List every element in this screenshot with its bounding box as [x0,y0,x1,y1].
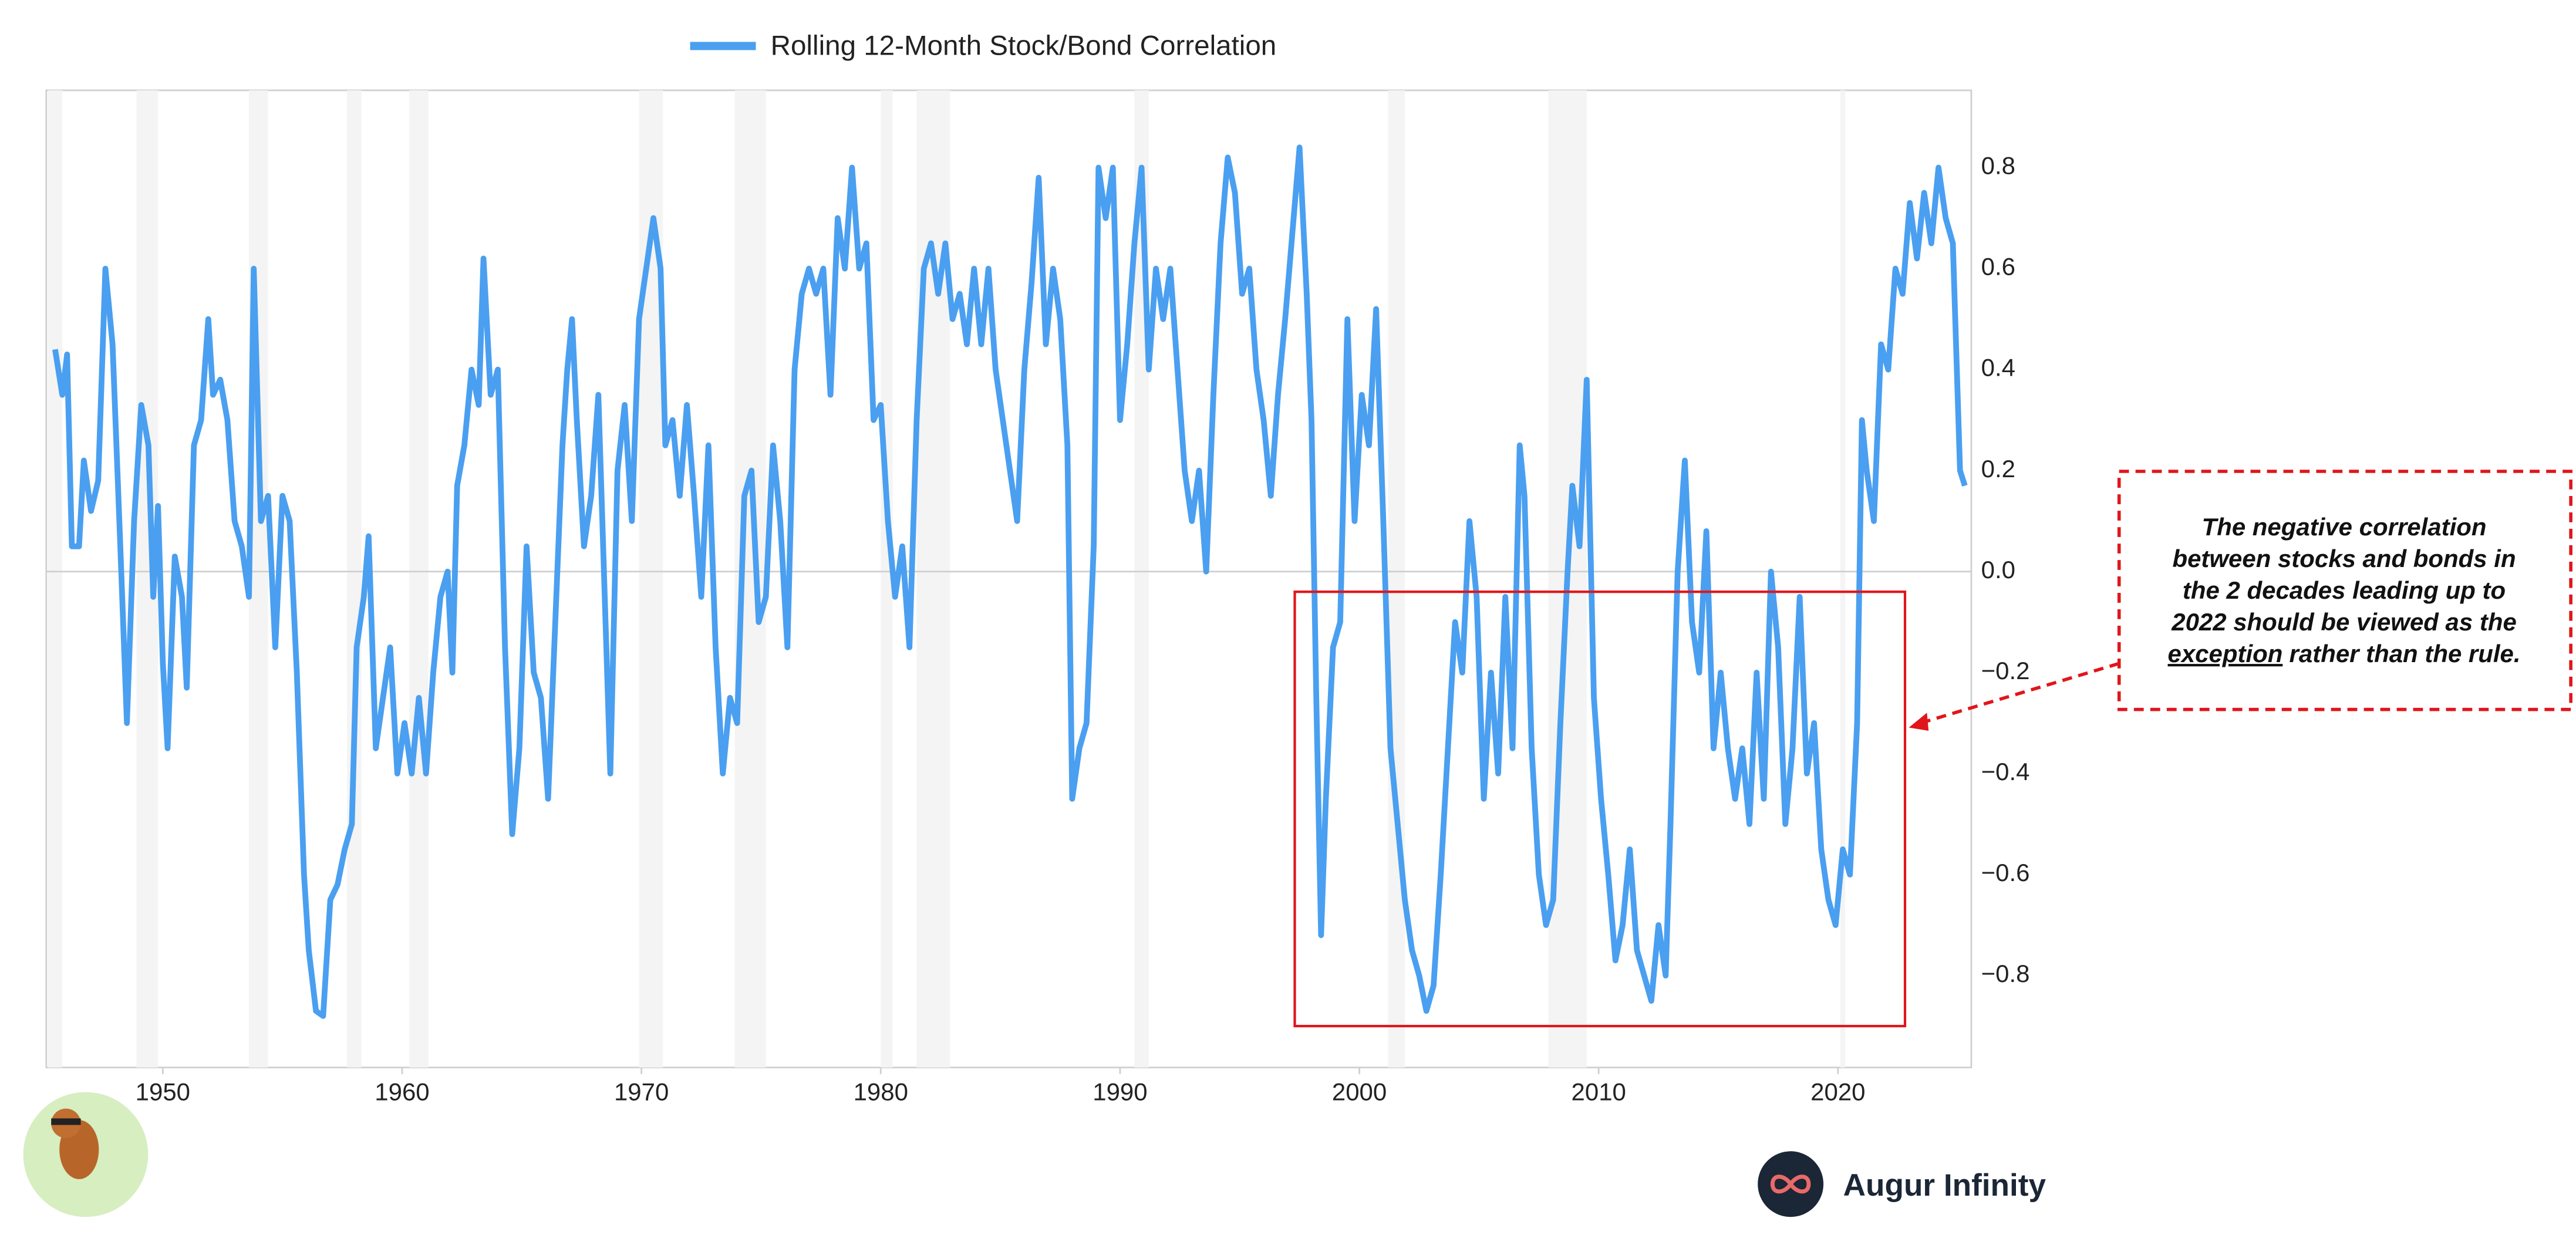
y-tick-label: −0.6 [1981,859,2030,886]
annotation-line: exception rather than the rule. [2168,640,2521,667]
shaded-period [881,90,893,1068]
annotation-arrow [1921,662,2120,724]
annotation-line: the 2 decades leading up to [2183,576,2506,604]
plot-frame [45,89,1973,1069]
annotation-box [2117,470,2572,711]
annotation: The negative correlation between stocks a… [2168,513,2521,667]
brand-infinity [1770,1175,1811,1194]
annotation-emphasis: exception [2168,640,2283,667]
x-tick-label: 2000 [1332,1078,1387,1105]
shaded-period [1840,90,1846,1068]
brand-name: Augur Infinity [1843,1168,2046,1203]
shaded-period [1388,90,1405,1068]
annotation-line: 2022 should be viewed as the [2171,608,2517,636]
y-tick-label: 0.8 [1981,152,2015,180]
labels: −0.8 −0.6 −0.4 −0.2 0.0 0.2 0.4 0.6 0.8 1950 1960 1… [136,152,2030,1106]
arrow-head [1909,713,1929,731]
x-tick-label: 1990 [1093,1078,1147,1105]
annotation-line: The negative correlation [2202,513,2487,541]
shaded-period [249,90,268,1068]
x-tick-label: 1950 [136,1078,190,1105]
y-tick-label: −0.4 [1981,758,2030,785]
annotation-line: between stocks and bonds in [2172,545,2516,572]
highlight-box [1293,590,1907,1028]
x-tick-label: 2020 [1810,1078,1865,1105]
y-tick-label: 0.0 [1981,556,2015,583]
shaded-periods [48,90,1846,1068]
y-tick-label: 0.4 [1981,354,2015,382]
annotation-tail: rather than the rule. [2290,640,2521,667]
series-line [52,144,1968,1019]
x-tick-label: 1960 [375,1078,429,1105]
y-tick-label: −0.8 [1981,960,2030,987]
mascot-glasses [51,1118,81,1125]
shaded-period [409,90,429,1068]
legend-label: Rolling 12-Month Stock/Bond Correlation [771,31,1277,62]
shaded-period [916,90,950,1068]
x-tick-label: 2010 [1572,1078,1626,1105]
y-tick-label: −0.2 [1981,657,2030,684]
y-tick-label: 0.2 [1981,455,2015,482]
shaded-period [48,90,63,1068]
x-tick-label: 1970 [614,1078,669,1105]
x-tick-label: 1980 [854,1078,908,1105]
shaded-period [347,90,362,1068]
y-tick-label: 0.6 [1981,253,2015,281]
series [52,144,1968,1028]
grid [46,571,1971,1074]
